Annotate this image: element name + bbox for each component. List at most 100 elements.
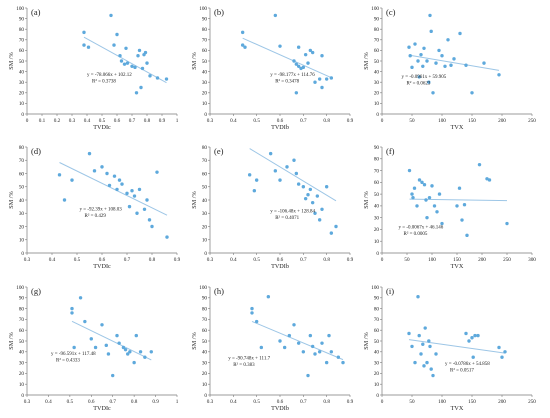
trend-line: [409, 198, 508, 202]
data-point: [467, 339, 471, 343]
y-tick-label: 100: [371, 6, 379, 12]
data-point: [112, 43, 116, 47]
data-point: [424, 198, 428, 202]
x-tick-label: 200: [498, 399, 506, 405]
y-tick-label: 40: [19, 198, 25, 204]
data-point: [324, 360, 329, 365]
y-tick-label: 60: [374, 48, 380, 54]
data-point: [243, 45, 247, 49]
data-point: [134, 333, 138, 338]
data-point: [317, 218, 322, 222]
y-tick-label: 80: [374, 157, 380, 163]
x-tick-label: 0.3: [24, 257, 31, 263]
data-point: [135, 211, 139, 215]
data-point: [416, 59, 420, 63]
y-tick-label: 10: [19, 101, 25, 107]
data-point: [294, 171, 299, 176]
data-point: [432, 204, 437, 208]
y-tick-label: 70: [374, 317, 380, 323]
data-point: [254, 319, 259, 324]
data-point: [430, 184, 434, 188]
y-tick-label: 20: [19, 371, 25, 377]
data-point: [427, 339, 431, 343]
y-axis-label: SM /%: [363, 332, 370, 349]
y-tick-label: 90: [202, 296, 208, 302]
y-tick-label: 70: [19, 38, 25, 44]
panel-d: 0 10 20 30 40 50 60 70 80 0.3 0.4 0.5 0.6 0.7 0.8 0.9 TV…: [8, 145, 181, 270]
y-tick-label: 0: [21, 112, 24, 118]
y-axis-label: SM /%: [8, 191, 15, 208]
x-tick-label: 250: [528, 399, 536, 405]
data-point: [470, 336, 474, 340]
data-point: [292, 323, 296, 327]
x-tick-label: 0.5: [253, 118, 260, 124]
x-tick-label: 0.3: [69, 118, 76, 124]
x-tick-label: 50: [409, 399, 415, 405]
data-point: [440, 54, 444, 58]
data-point: [87, 151, 92, 156]
x-tick-label: 250: [528, 118, 536, 124]
panel-i: 0 10 20 30 40 50 60 70 80 90 100 0 50 100 150 200 250 TVX…: [363, 285, 536, 412]
x-tick-label: 0.8: [144, 118, 151, 124]
data-point: [416, 295, 420, 299]
y-axis-label: SM /%: [191, 191, 198, 208]
panel-e: 0 10 20 30 40 50 60 70 80 0.3 0.4 0.5 0.6 0.7 0.8 0.9 TV…: [191, 145, 354, 270]
data-point: [324, 77, 329, 81]
data-point: [278, 44, 282, 48]
data-point: [285, 165, 289, 169]
data-point: [427, 195, 432, 200]
data-point: [315, 194, 320, 198]
data-point: [125, 61, 130, 65]
data-point: [407, 168, 412, 173]
y-tick-label: 0: [376, 393, 379, 399]
data-point: [119, 59, 124, 63]
data-point: [125, 191, 129, 196]
data-point: [164, 77, 169, 81]
y-tick-label: 30: [202, 211, 208, 217]
x-tick-label: 0: [26, 118, 29, 124]
r-squared-label: R² = 0.429: [85, 213, 107, 219]
data-point: [165, 235, 169, 239]
y-tick-label: 80: [202, 145, 208, 151]
x-tick-label: 50: [404, 257, 410, 263]
regression-equation: y = -106.48x + 128.84: [270, 210, 315, 215]
data-point: [100, 323, 104, 327]
y-tick-label: 50: [19, 339, 25, 345]
data-point: [505, 221, 509, 226]
x-tick-label: 0.6: [114, 118, 121, 124]
y-tick-label: 10: [374, 239, 380, 245]
data-point: [410, 65, 414, 70]
r-squared-label: R² = 0.0517: [450, 367, 474, 373]
data-point: [482, 61, 486, 65]
data-point: [127, 204, 132, 209]
y-tick-label: 0: [376, 251, 379, 257]
x-tick-label: 200: [498, 118, 506, 124]
y-tick-label: 20: [374, 227, 380, 233]
x-tick-label: 150: [468, 399, 476, 405]
x-tick-label: 0.7: [300, 399, 307, 405]
x-tick-label: 0.7: [129, 118, 136, 124]
panel-label: (h): [214, 286, 224, 296]
data-point: [449, 63, 453, 67]
data-point: [422, 364, 426, 368]
x-tick-label: 0.3: [24, 399, 31, 405]
data-point: [268, 151, 273, 156]
y-tick-label: 100: [16, 285, 24, 291]
y-tick-label: 20: [19, 224, 25, 230]
data-point: [310, 200, 315, 205]
data-point: [310, 344, 315, 349]
y-tick-label: 30: [202, 80, 208, 86]
data-point: [308, 48, 313, 53]
y-tick-label: 70: [202, 158, 208, 164]
y-tick-label: 40: [374, 350, 380, 356]
panel-label: (d): [31, 146, 41, 156]
data-point: [301, 65, 306, 70]
data-point: [296, 45, 301, 49]
y-axis-label: SM /%: [8, 52, 15, 69]
y-tick-label: 50: [202, 339, 208, 345]
data-point: [273, 13, 278, 18]
data-point: [458, 31, 462, 36]
y-tick-label: 30: [374, 360, 380, 366]
data-point: [273, 169, 278, 173]
data-point: [296, 341, 301, 345]
